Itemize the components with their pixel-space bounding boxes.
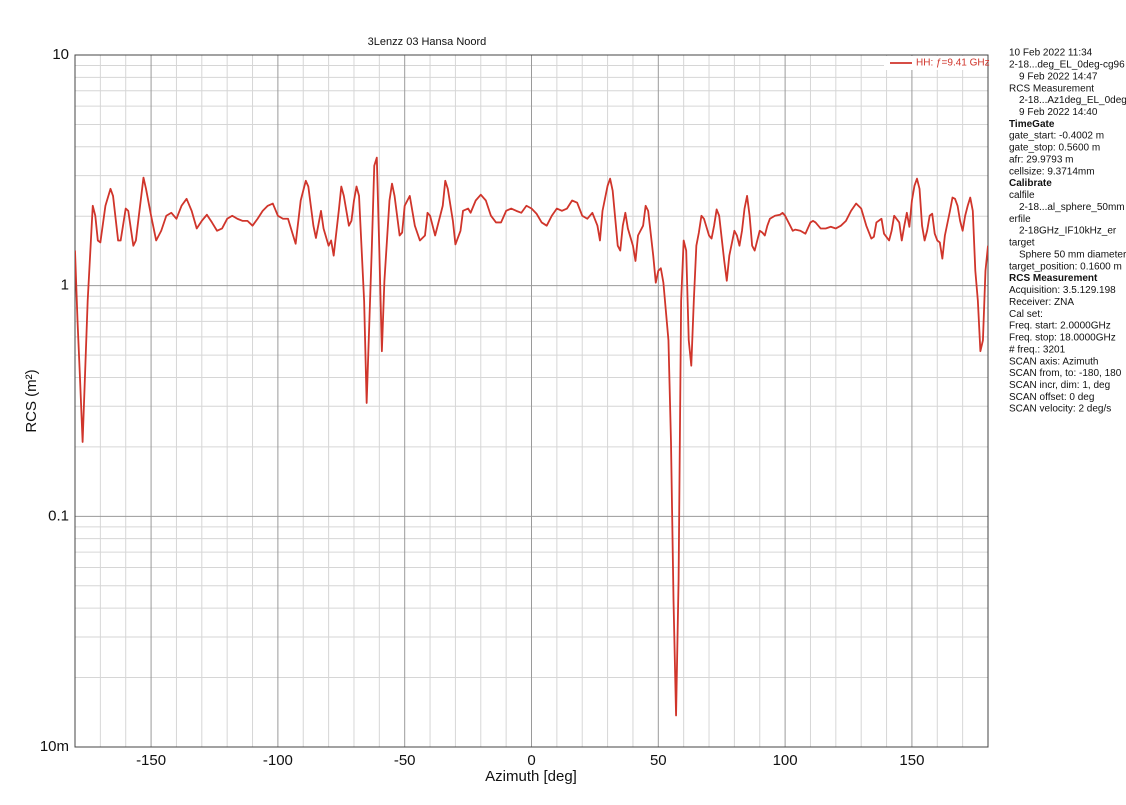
info-line: SCAN axis: Azimuth [1009,356,1098,367]
info-line: SCAN offset: 0 deg [1009,392,1094,403]
y-tick-label: 1 [61,277,69,294]
info-line: Receiver: ZNA [1009,297,1074,308]
info-line: Freq. start: 2.0000GHz [1009,321,1111,332]
x-tick-label: -50 [394,752,416,769]
info-line: target_position: 0.1600 m [1009,261,1122,272]
info-line: 10 Feb 2022 11:34 [1009,48,1093,59]
info-subline: 2-18...Az1deg_EL_0deg [1019,95,1126,106]
info-line: erfile [1009,214,1031,225]
x-tick-label: 100 [773,752,798,769]
info-subline: 9 Feb 2022 14:47 [1019,71,1098,82]
info-line: SCAN from, to: -180, 180 [1009,368,1122,379]
info-line: gate_stop: 0.5600 m [1009,143,1100,154]
info-line: Acquisition: 3.5.129.198 [1009,285,1116,296]
info-line: Freq. stop: 18.0000GHz [1009,333,1116,344]
info-line: SCAN velocity: 2 deg/s [1009,404,1111,415]
x-tick-label: -100 [263,752,293,769]
info-subline: 2-18GHz_IF10kHz_er [1019,226,1117,237]
info-line: target [1009,238,1035,249]
y-tick-label: 10m [40,738,69,755]
grid [75,54,988,748]
legend-background [884,56,986,70]
y-tick-label: 0.1 [48,507,69,524]
info-subline: 2-18...al_sphere_50mm [1019,202,1125,213]
info-subline: 9 Feb 2022 14:40 [1019,107,1098,118]
legend-label: HH: ƒ=9.41 GHz [916,58,990,69]
info-subline: Sphere 50 mm diameter [1019,249,1126,260]
info-line: SCAN incr, dim: 1, deg [1009,380,1110,391]
x-tick-label: 0 [527,752,535,769]
info-line: Cal set: [1009,309,1043,320]
info-line: RCS Measurement [1009,83,1094,94]
y-axis-label: RCS (m²) [23,369,40,432]
x-axis-label: Azimuth [deg] [485,768,577,785]
info-line: # freq.: 3201 [1009,344,1066,355]
x-tick-label: -150 [136,752,166,769]
data-line [75,156,988,717]
plot-frame [74,54,989,748]
info-line: calfile [1009,190,1035,201]
info-heading: RCS Measurement [1009,273,1098,284]
info-line: afr: 29.9793 m [1009,154,1073,165]
info-heading: Calibrate [1009,178,1052,189]
info-line: cellsize: 9.3714mm [1009,166,1095,177]
x-tick-label: 150 [899,752,924,769]
info-line: 2-18...deg_EL_0deg-cg96 [1009,60,1125,71]
chart-title: 3Lenzz 03 Hansa Noord [368,36,487,48]
x-tick-label: 50 [650,752,667,769]
info-line: gate_start: -0.4002 m [1009,131,1104,142]
y-tick-label: 10 [52,46,69,63]
info-heading: TimeGate [1009,119,1055,130]
